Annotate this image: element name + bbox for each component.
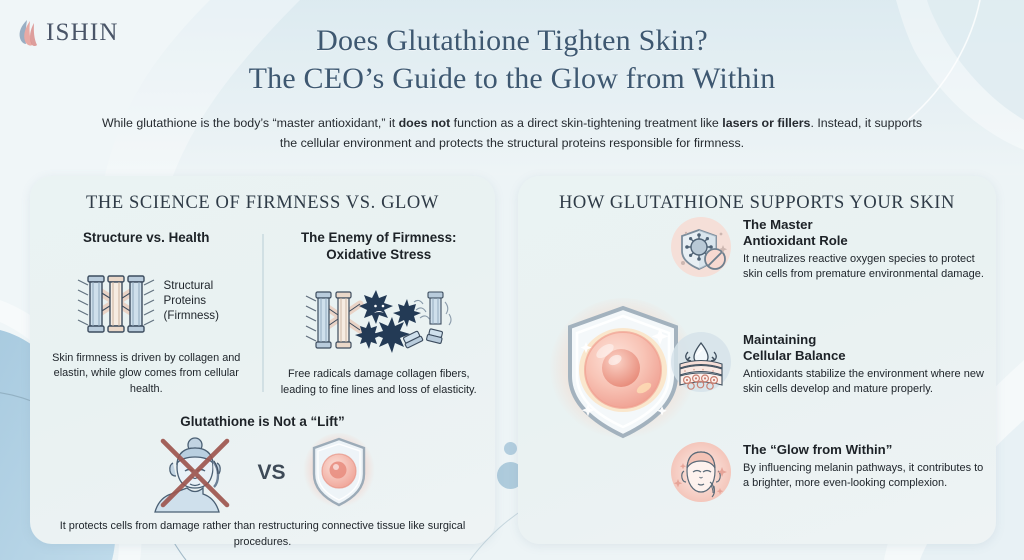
feature-title-line-1: Maintaining xyxy=(743,332,817,347)
subtitle-text-3: . Instead, it supports the cellular envi… xyxy=(279,115,923,150)
decor-dot-small xyxy=(504,442,517,455)
column-oxidative-stress: The Enemy of Firmness: Oxidative Stress xyxy=(263,230,496,398)
column-divider xyxy=(262,234,263,392)
art-label-line-2: Proteins xyxy=(163,294,207,308)
feature-title-line-2: Antioxidant Role xyxy=(743,232,848,248)
feature-body: The “Glow from Within” By influencing me… xyxy=(743,441,990,503)
column-artwork: Structural Proteins (Firmness) xyxy=(44,253,249,351)
feature-master-antioxidant: The Master Antioxidant Role It neutraliz… xyxy=(670,216,990,282)
subtitle-emphasis-1: does not xyxy=(398,115,451,130)
left-panel-heading: THE SCIENCE OF FIRMNESS VS. GLOW xyxy=(86,193,439,213)
page-title: Does Glutathione Tighten Skin? The CEO’s… xyxy=(0,22,1024,99)
feature-description: Antioxidants stabilize the environment w… xyxy=(743,367,984,396)
subtitle-text-1: While glutathione is the body’s “master … xyxy=(101,115,399,130)
art-label-line-1: Structural xyxy=(163,279,214,293)
feature-description: By influencing melanin pathways, it cont… xyxy=(743,461,984,490)
feature-glow-from-within: The “Glow from Within” By influencing me… xyxy=(670,441,990,503)
column-structure-vs-health: Structure vs. Health xyxy=(30,230,263,398)
subtitle-text-2: function as a direct skin-tightening tre… xyxy=(450,115,723,130)
not-a-lift-description: It protects cells from damage rather tha… xyxy=(59,520,466,548)
free-radicals-damage-icon xyxy=(305,290,452,354)
glowing-shield-cell-hero-icon xyxy=(549,298,697,442)
column-title: The Enemy of Firmness: Oxidative Stress xyxy=(277,230,482,263)
glowing-face-icon xyxy=(671,442,731,502)
vs-label: VS xyxy=(257,461,286,485)
feature-body: Maintaining Cellular Balance Antioxidant… xyxy=(743,331,990,397)
leaf-flame-logo-icon xyxy=(19,20,37,47)
glowing-shield-cell-icon xyxy=(302,433,375,510)
collagen-columns-icon xyxy=(77,274,154,333)
feature-title: The Master Antioxidant Role xyxy=(743,217,990,249)
not-a-lift-block: Glutathione is Not a “Lift” xyxy=(30,414,495,550)
feature-title: The “Glow from Within” xyxy=(743,442,990,458)
feature-title-line-1: The Master xyxy=(743,217,813,232)
column-description: Skin firmness is driven by collagen and … xyxy=(52,351,241,395)
page-header: Does Glutathione Tighten Skin? The CEO’s… xyxy=(0,22,1024,153)
column-art-label: Structural Proteins (Firmness) xyxy=(164,279,219,323)
column-title-line-1: The Enemy of Firmness: xyxy=(300,230,457,245)
not-a-lift-title: Glutathione is Not a “Lift” xyxy=(180,414,345,430)
feature-cellular-balance: Maintaining Cellular Balance Antioxidant… xyxy=(670,331,990,397)
subtitle-emphasis-2: lasers or fillers xyxy=(722,115,811,130)
feature-title-line-2: Cellular Balance xyxy=(743,347,846,363)
feature-description: It neutralizes reactive oxygen species t… xyxy=(743,252,984,281)
right-panel: HOW GLUTATHIONE SUPPORTS YOUR SKIN xyxy=(518,176,996,544)
page-title-line-2: The CEO’s Guide to the Glow from Within xyxy=(248,62,776,96)
left-panel-columns: Structure vs. Health xyxy=(30,230,495,398)
right-panel-heading: HOW GLUTATHIONE SUPPORTS YOUR SKIN xyxy=(558,193,956,213)
shield-virus-block-icon xyxy=(671,217,731,277)
skin-layers-hydration-icon xyxy=(671,332,731,392)
feature-title-line-1: The “Glow from Within” xyxy=(743,442,893,457)
crossed-out-surgery-face-icon xyxy=(154,437,230,513)
comparison-row: VS xyxy=(30,431,495,515)
page-subtitle: While glutathione is the body’s “master … xyxy=(92,113,932,153)
brand-name: ISHIN xyxy=(46,19,119,46)
column-description: Free radicals damage collagen fibers, le… xyxy=(280,368,477,396)
column-title-line-2: Oxidative Stress xyxy=(326,246,432,262)
art-label-line-3: (Firmness) xyxy=(163,309,219,323)
column-title: Structure vs. Health xyxy=(82,230,210,245)
feature-title: Maintaining Cellular Balance xyxy=(743,332,990,364)
page-title-line-1: Does Glutathione Tighten Skin? xyxy=(316,24,708,57)
feature-body: The Master Antioxidant Role It neutraliz… xyxy=(743,216,990,282)
left-panel: THE SCIENCE OF FIRMNESS VS. GLOW Structu… xyxy=(30,176,495,548)
brand-logo[interactable]: ISHIN xyxy=(16,18,119,48)
column-artwork xyxy=(277,269,482,367)
